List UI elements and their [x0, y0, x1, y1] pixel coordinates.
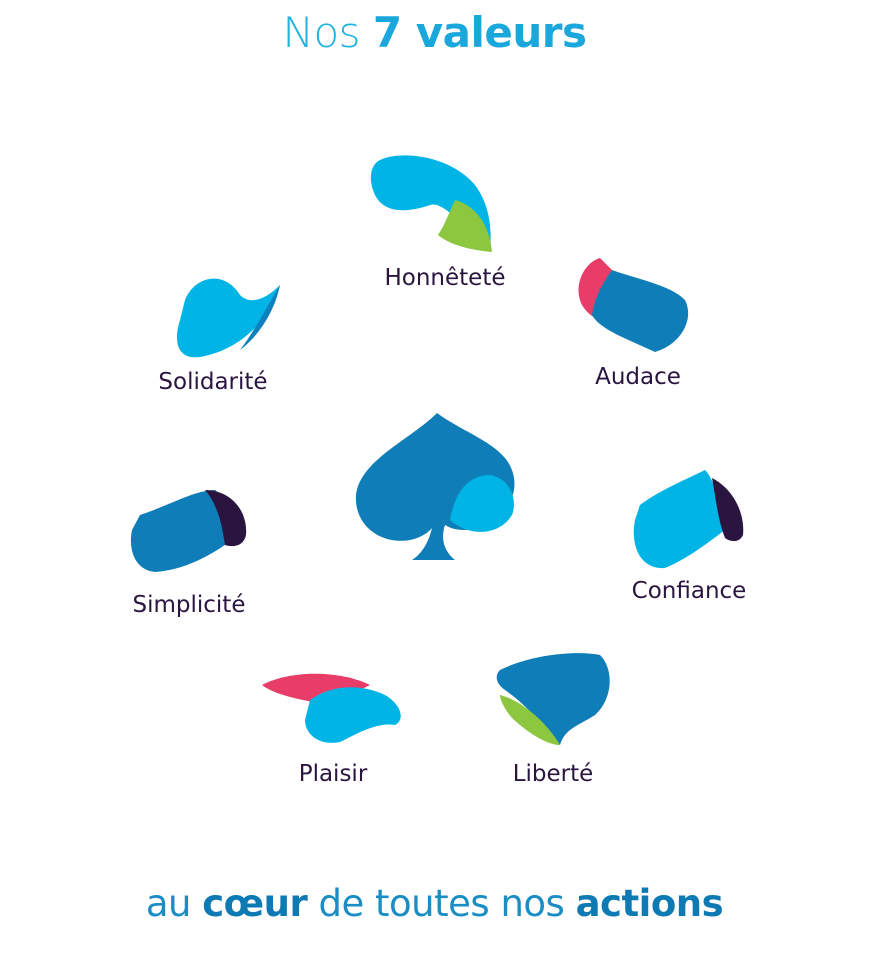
footer-bold: cœur — [202, 882, 308, 925]
values-graphic: Honnêteté Solidarité Audace Simplicité C… — [130, 155, 747, 787]
title-bold: 7 valeurs — [372, 8, 587, 57]
center-spade — [355, 413, 515, 560]
value-label: Honnêteté — [384, 265, 505, 291]
footer-bold: actions — [575, 882, 724, 925]
audace-shape — [578, 258, 689, 352]
title-light: Nos — [282, 8, 361, 57]
value-label: Confiance — [632, 578, 747, 604]
solidarite-shape — [176, 278, 280, 358]
value-label: Plaisir — [299, 761, 368, 787]
footer-text: au — [145, 882, 192, 925]
title: Nos 7 valeurs — [0, 8, 869, 57]
value-label: Audace — [595, 364, 681, 390]
footer: au cœur de toutes nos actions — [0, 882, 869, 925]
value-label: Solidarité — [158, 369, 267, 395]
value-label: Liberté — [513, 761, 594, 787]
plaisir-shape — [262, 673, 401, 743]
liberte-shape — [496, 653, 610, 745]
value-label: Simplicité — [133, 592, 246, 618]
confiance-shape — [633, 470, 744, 569]
honnetete-shape — [370, 155, 492, 252]
footer-text: de toutes nos — [318, 882, 565, 925]
simplicite-shape — [130, 490, 247, 572]
